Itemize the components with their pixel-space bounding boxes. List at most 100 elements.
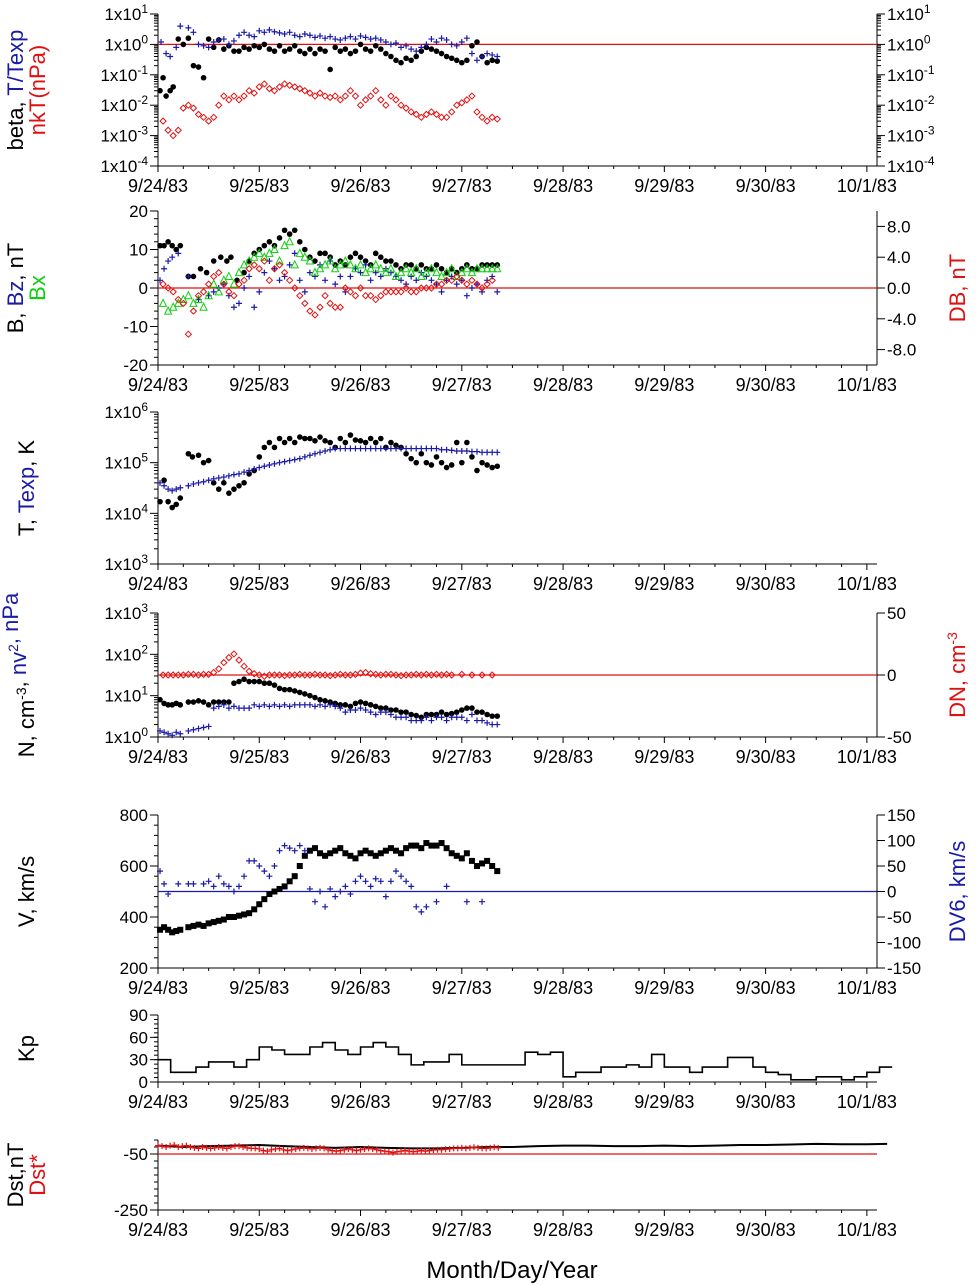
data-point: [352, 36, 359, 43]
data-point: [392, 847, 399, 854]
data-point: [230, 650, 238, 658]
data-point: [423, 840, 430, 847]
data-point: [494, 868, 501, 875]
data-point: [347, 707, 354, 714]
x-tick-label: 10/1/83: [837, 176, 897, 196]
data-point: [442, 276, 451, 285]
data-point: [175, 36, 182, 42]
data-point: [402, 104, 410, 112]
data-point: [392, 445, 399, 452]
data-point: [265, 671, 274, 679]
y-tick-label-right: 50: [887, 857, 906, 876]
x-tick-label: 9/28/83: [533, 574, 593, 594]
y-tick-label-right: -150: [887, 959, 921, 978]
data-point: [302, 435, 308, 442]
data-point: [271, 682, 278, 688]
data-point: [302, 50, 308, 57]
data-point: [473, 280, 481, 288]
data-point: [327, 885, 334, 892]
data-point: [372, 875, 379, 882]
data-point: [327, 446, 334, 453]
data-point: [307, 692, 313, 699]
data-point: [474, 39, 480, 45]
y-tick-label-right: 1x10-4: [887, 154, 935, 176]
data-point: [494, 713, 501, 719]
data-point: [200, 74, 207, 81]
data-point: [369, 1145, 376, 1152]
x-tick-label: 9/30/83: [736, 574, 796, 594]
data-point: [332, 893, 339, 900]
data-point: [489, 713, 495, 719]
data-point: [200, 459, 207, 466]
data-point: [322, 903, 329, 910]
y-axis-label-right: DV6, km/s: [945, 841, 970, 942]
y-tick-label-left: 400: [120, 908, 148, 927]
data-point: [413, 903, 420, 910]
data-point: [185, 24, 192, 31]
data-point: [484, 462, 490, 468]
data-point: [422, 110, 431, 119]
x-tick-label: 9/28/83: [533, 1092, 593, 1112]
data-point: [296, 670, 304, 679]
data-point: [453, 714, 460, 721]
data-point: [413, 459, 420, 466]
data-point: [337, 273, 344, 280]
data-point: [157, 926, 164, 933]
x-tick-label: 9/30/83: [736, 375, 796, 395]
data-point: [311, 898, 318, 905]
y-tick-label-right: 0: [887, 666, 896, 685]
data-point: [408, 445, 415, 452]
data-point: [351, 291, 360, 300]
data-point: [256, 703, 263, 710]
data-point: [482, 263, 492, 273]
data-point: [402, 284, 410, 292]
data-point: [362, 847, 369, 854]
data-point: [347, 445, 354, 452]
panel-velocity: 9/24/83 9/25/83 9/26/83 9/27/83 9/28/83 9/29/…: [14, 806, 970, 998]
data-point: [241, 285, 248, 291]
data-point: [433, 714, 440, 721]
data-point: [327, 33, 334, 40]
data-point: [357, 32, 364, 39]
data-point: [230, 914, 237, 920]
data-point: [372, 42, 379, 49]
data-point: [261, 868, 268, 875]
data-point: [190, 273, 197, 280]
data-point: [173, 928, 180, 935]
data-point: [169, 671, 177, 679]
data-point: [398, 873, 405, 880]
data-point: [226, 699, 232, 705]
data-point: [190, 726, 197, 733]
data-point: [220, 92, 228, 100]
data-point: [200, 42, 207, 49]
data-point: [489, 464, 495, 471]
data-point: [342, 439, 349, 446]
data-point: [362, 258, 369, 264]
data-point: [200, 922, 207, 929]
data-point: [296, 84, 304, 93]
y-tick-label-left: 1x103: [104, 601, 148, 623]
data-point: [463, 280, 471, 288]
y-tick-label-left: 0: [139, 1073, 148, 1092]
data-point: [377, 709, 384, 716]
y-tick-label-left: 600: [120, 857, 148, 876]
data-point: [281, 458, 288, 465]
data-point: [443, 845, 450, 852]
data-point: [428, 46, 435, 52]
data-point: [246, 467, 253, 474]
data-point: [372, 670, 380, 679]
data-point: [458, 277, 465, 284]
data-point: [367, 883, 374, 890]
data-point: [448, 710, 455, 717]
x-tick-label: 9/29/83: [634, 978, 694, 998]
data-point: [342, 850, 349, 857]
data-point: [392, 671, 400, 679]
data-point: [161, 265, 168, 272]
data-point: [255, 83, 263, 91]
data-point: [489, 721, 496, 728]
data-point: [246, 705, 253, 712]
data-point: [165, 702, 171, 708]
data-point: [468, 711, 475, 718]
data-point: [296, 701, 303, 708]
data-point: [281, 439, 288, 446]
